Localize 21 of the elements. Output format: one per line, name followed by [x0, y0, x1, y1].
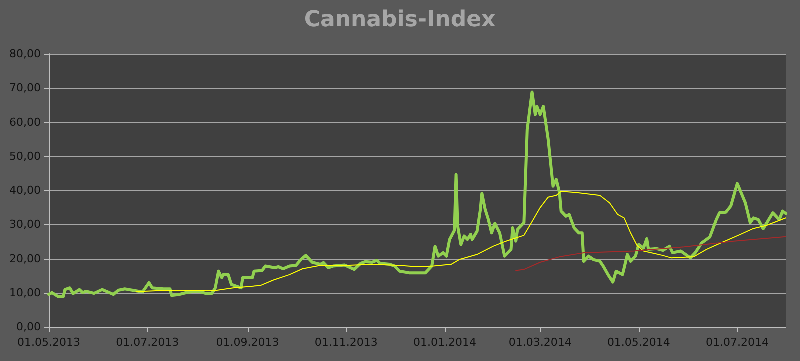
x-tick-label: 01.05.2013: [18, 336, 80, 349]
y-tick-label: 10,00: [10, 286, 41, 300]
x-tick-label: 01.05.2014: [607, 336, 670, 349]
x-tick-label: 01.03.2014: [508, 336, 572, 349]
line-series: [516, 236, 786, 272]
y-tick-label: 30,00: [10, 218, 41, 232]
x-tick-label: 01.09.2013: [216, 336, 280, 349]
y-tick-label: 50,00: [10, 150, 41, 163]
x-tick-label: 01.11.2013: [314, 336, 378, 349]
line-series: [136, 191, 786, 292]
y-tick-label: 20,00: [10, 252, 41, 266]
y-tick-label: 60,00: [10, 116, 41, 129]
chart-title: Cannabis-Index: [304, 8, 496, 32]
x-tick-label: 01.07.2013: [116, 336, 180, 349]
line-series: [48, 90, 788, 298]
y-tick-label: 0,00: [16, 320, 41, 334]
x-tick-label: 01.01.2014: [413, 336, 476, 349]
y-tick-label: 80,00: [10, 48, 41, 60]
x-tick-label: 01.07.2014: [706, 336, 770, 349]
y-tick-label: 70,00: [10, 82, 41, 95]
y-tick-label: 40,00: [10, 184, 41, 197]
